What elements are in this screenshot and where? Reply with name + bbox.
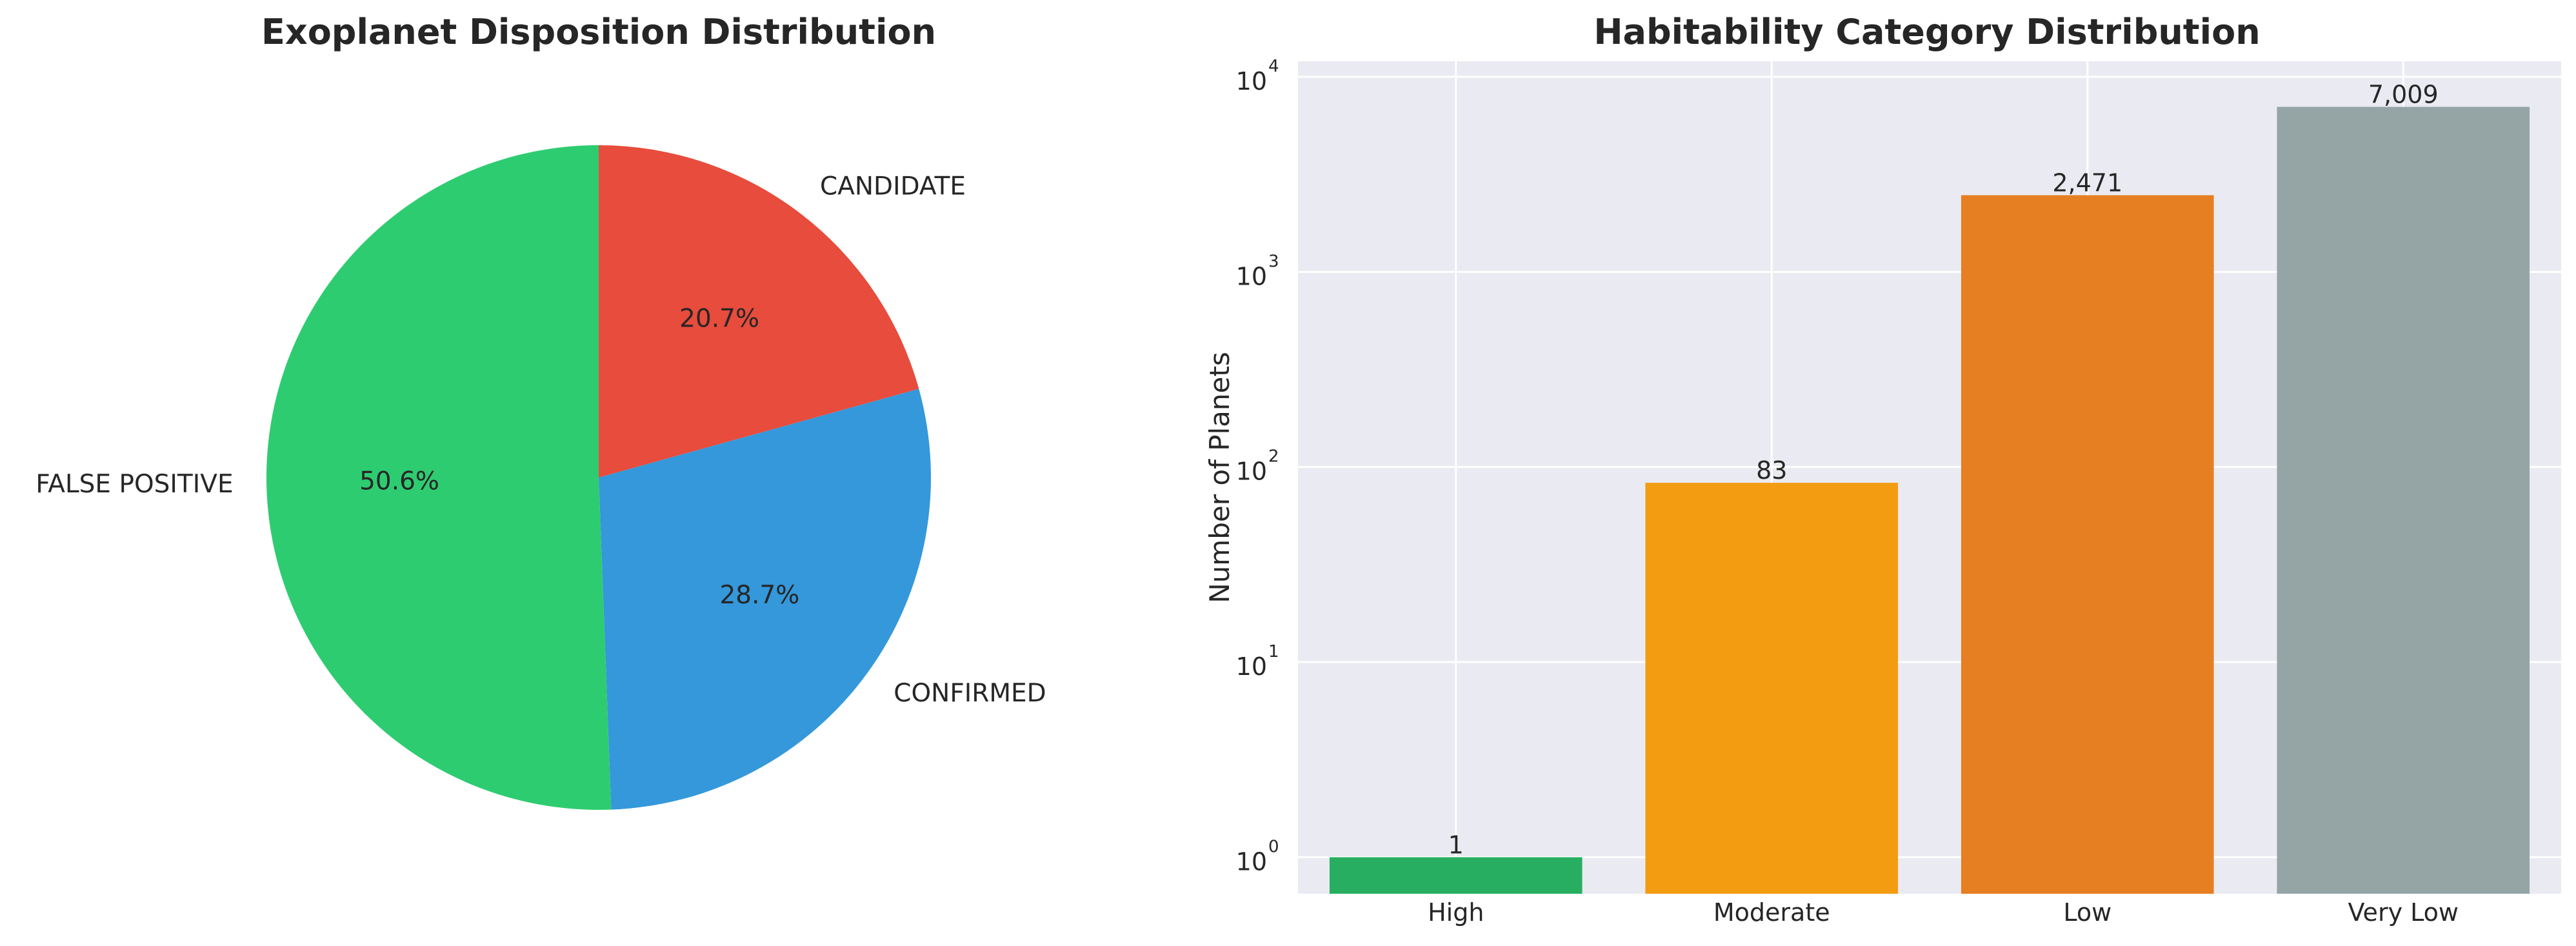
bar-chart-title: Habitability Category Distribution — [1593, 12, 2260, 52]
y-tick-label-3: 10 — [1236, 262, 1267, 290]
x-tick-label-low: Low — [2063, 898, 2112, 927]
pie-pct-label-false-positive: 50.6% — [359, 467, 439, 496]
bar-value-label-low: 2,471 — [2052, 169, 2122, 197]
pie-slice-confirmed — [599, 388, 932, 810]
bar-chart: Habitability Category Distribution 1 83 2,… — [1204, 12, 2561, 927]
y-tick-label-0: 10 — [1236, 847, 1267, 876]
pie-pct-label-candidate: 20.7% — [679, 305, 759, 334]
pie-pct-label-confirmed: 28.7% — [719, 581, 799, 610]
bar-high — [1329, 857, 1583, 894]
pie-chart: Exoplanet Disposition Distribution 20.7%… — [35, 12, 1046, 810]
y-tick-exponent-0: 0 — [1268, 837, 1279, 856]
y-tick-exponent-2: 2 — [1268, 447, 1279, 467]
pie-slice-false-positive — [266, 145, 612, 810]
pie-label-false-positive: FALSE POSITIVE — [35, 470, 233, 499]
x-tick-label-very-low: Very Low — [2348, 898, 2459, 927]
pie-slice-candidate — [599, 145, 919, 478]
y-tick-label-1: 10 — [1236, 652, 1267, 681]
bar-moderate — [1645, 483, 1899, 894]
bar-very-low — [2277, 106, 2530, 894]
x-tick-label-high: High — [1428, 898, 1484, 927]
pie-label-candidate: CANDIDATE — [820, 172, 966, 201]
bar-low — [1961, 195, 2214, 894]
x-tick-label-moderate: Moderate — [1713, 898, 1830, 927]
y-tick-exponent-1: 1 — [1268, 642, 1279, 661]
pie-chart-title: Exoplanet Disposition Distribution — [261, 12, 936, 52]
y-axis-label: Number of Planets — [1204, 352, 1235, 603]
bar-value-label-high: 1 — [1448, 830, 1464, 859]
pie-label-confirmed: CONFIRMED — [894, 679, 1046, 708]
bar-value-label-very-low: 7,009 — [2368, 81, 2439, 109]
y-tick-label-4: 10 — [1236, 67, 1267, 96]
y-tick-exponent-4: 4 — [1268, 57, 1279, 76]
y-tick-exponent-3: 3 — [1268, 252, 1279, 271]
bar-value-label-moderate: 83 — [1756, 456, 1787, 485]
y-tick-label-2: 10 — [1236, 458, 1267, 486]
